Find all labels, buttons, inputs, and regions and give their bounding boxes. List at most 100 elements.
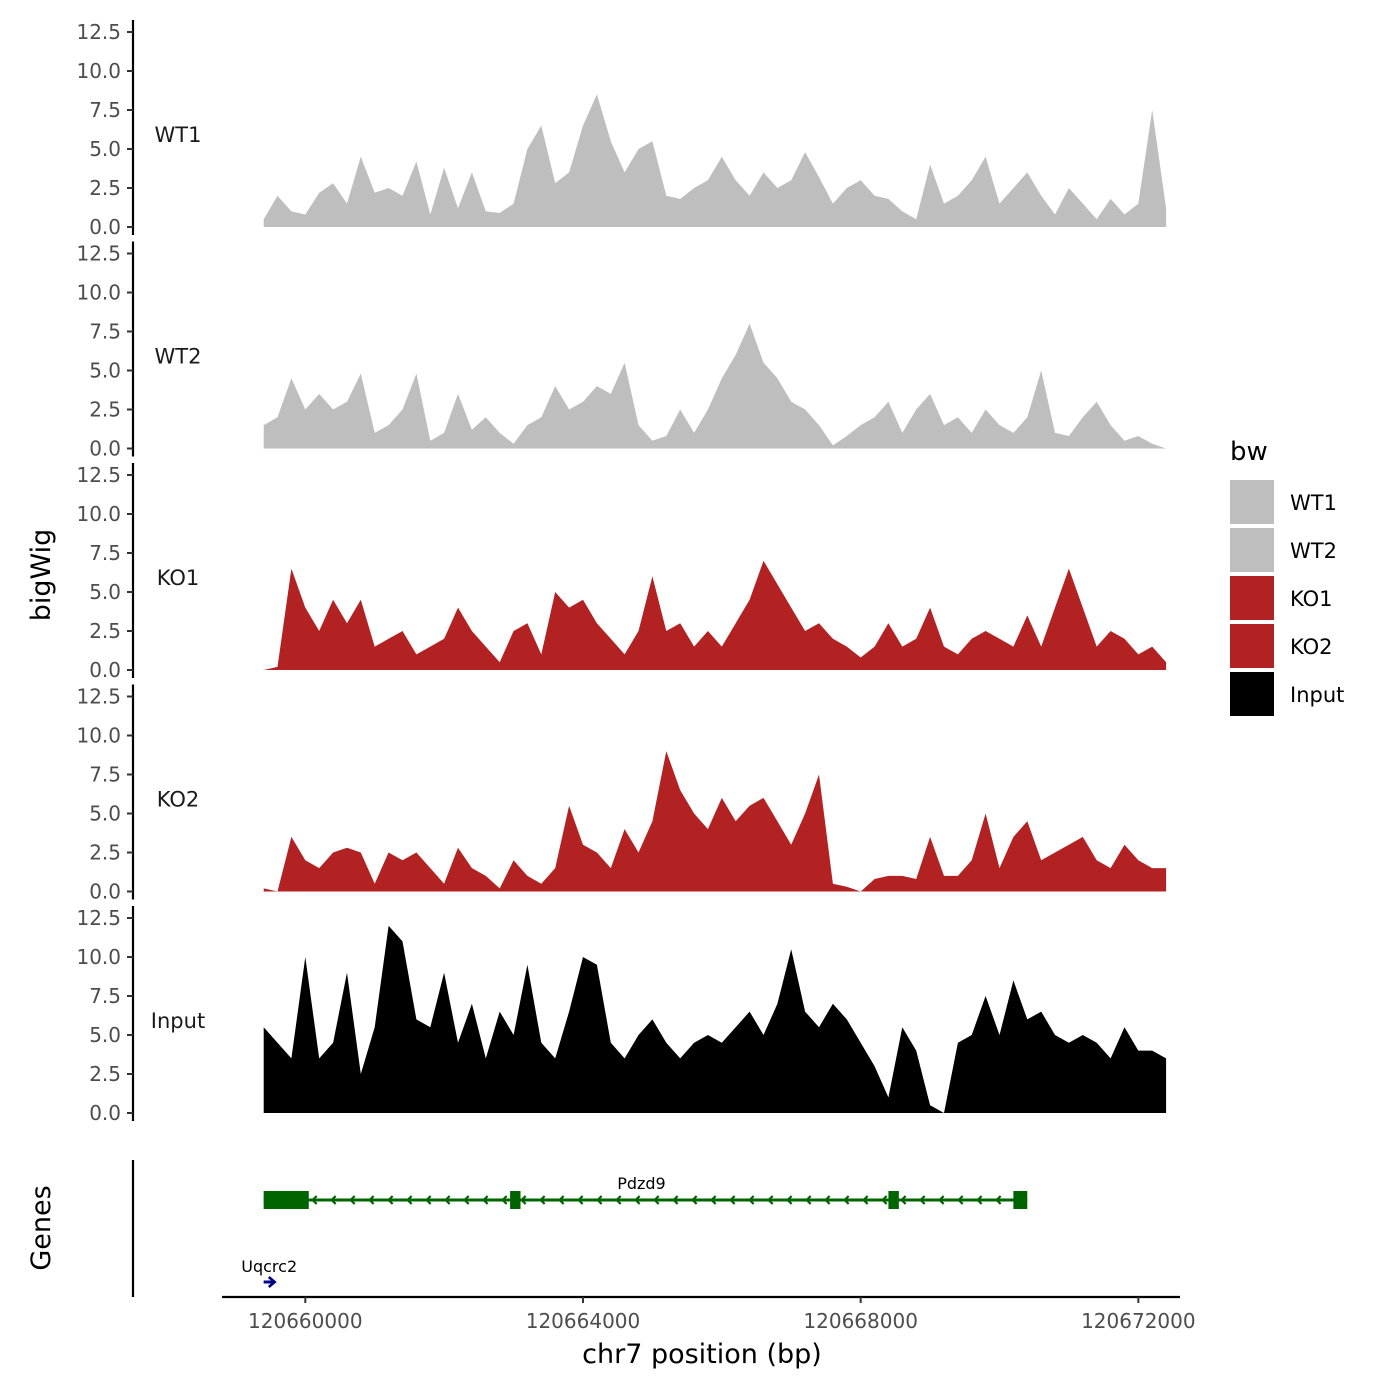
x-tick-label: 120660000 (248, 1309, 363, 1333)
y-tick-label-wt1: 7.5 (89, 98, 121, 122)
legend-key-wt2 (1230, 528, 1274, 572)
area-wt1 (263, 94, 1167, 228)
y-tick-label-input: 12.5 (76, 906, 121, 930)
strand-chevron (824, 1195, 831, 1205)
y-tick-label-ko1: 12.5 (76, 463, 121, 487)
strand-chevron (311, 1195, 318, 1205)
y-tick-label-ko2: 12.5 (76, 685, 121, 709)
y-tick-label-input: 0.0 (89, 1101, 121, 1125)
y-tick-label-input: 5.0 (89, 1023, 121, 1047)
strand-chevron (957, 1195, 964, 1205)
legend-key-wt1 (1230, 480, 1274, 524)
legend-item-wt2: WT2 (1230, 528, 1337, 572)
strand-chevron (520, 1195, 527, 1205)
y-tick-label-ko1: 10.0 (76, 502, 121, 526)
exon-block (263, 1191, 309, 1209)
strand-chevron (653, 1195, 660, 1205)
legend-label-wt1: WT1 (1290, 491, 1337, 515)
strand-chevron (615, 1195, 622, 1205)
track-wt1: 0.0 2.5 5.0 7.5 10.0 12.5 WT1 (76, 20, 1167, 239)
track-label-ko2: KO2 (157, 788, 200, 812)
y-tick-label-ko1: 0.0 (89, 658, 121, 682)
legend-label-wt2: WT2 (1290, 539, 1337, 563)
legend-item-input: Input (1230, 672, 1344, 716)
legend: WT1 WT2 KO1 KO2 Input (1230, 480, 1344, 716)
strand-chevron (767, 1195, 774, 1205)
y-tick-label-input: 7.5 (89, 984, 121, 1008)
x-tick-label: 120668000 (803, 1309, 918, 1333)
y-tick-label-ko2: 0.0 (89, 880, 121, 904)
strand-chevron (881, 1195, 888, 1205)
strand-chevron (729, 1195, 736, 1205)
area-input (263, 925, 1167, 1113)
genes-panel: Pdzd9 Uqcrc2 (131, 1160, 1028, 1297)
y-tick-label-wt2: 7.5 (89, 320, 121, 344)
strand-chevron (444, 1195, 451, 1205)
strand-chevron (900, 1195, 907, 1205)
y-tick-label-ko1: 7.5 (89, 541, 121, 565)
strand-chevron (558, 1195, 565, 1205)
area-ko1 (263, 560, 1167, 670)
strand-chevron (843, 1195, 850, 1205)
legend-key-ko1 (1230, 576, 1274, 620)
y-tick-label-wt2: 0.0 (89, 437, 121, 461)
strand-chevron (425, 1195, 432, 1205)
strand-chevron (539, 1195, 546, 1205)
strand-chevron (805, 1195, 812, 1205)
area-wt2 (263, 323, 1167, 449)
strand-chevron (748, 1195, 755, 1205)
gene-label-pdzd9: Pdzd9 (617, 1174, 666, 1193)
x-tick-label: 120664000 (526, 1309, 641, 1333)
x-axis: 120660000 120664000 120668000 120672000 (222, 1295, 1196, 1333)
y-tick-label-wt1: 10.0 (76, 59, 121, 83)
strand-chevron (330, 1195, 337, 1205)
gene-label-uqcrc2: Uqcrc2 (241, 1257, 297, 1276)
track-label-ko1: KO1 (157, 566, 200, 590)
legend-label-ko1: KO1 (1290, 587, 1333, 611)
strand-chevron (862, 1195, 869, 1205)
strand-chevron (387, 1195, 394, 1205)
strand-chevron (634, 1195, 641, 1205)
track-ko2: 0.0 2.5 5.0 7.5 10.0 12.5 KO2 (76, 684, 1167, 904)
y-axis-title: bigWig (26, 529, 57, 622)
strand-chevron (938, 1195, 945, 1205)
y-tick-label-ko1: 5.0 (89, 580, 121, 604)
exon-block (888, 1191, 899, 1209)
x-axis-title: chr7 position (bp) (582, 1339, 822, 1370)
strand-chevron (786, 1195, 793, 1205)
x-tick-label: 120672000 (1081, 1309, 1196, 1333)
strand-chevron (710, 1195, 717, 1205)
gene-pdzd9: Pdzd9 (263, 1174, 1028, 1209)
strand-chevron (482, 1195, 489, 1205)
track-ko1: 0.0 2.5 5.0 7.5 10.0 12.5 KO1 (76, 463, 1167, 682)
track-label-wt2: WT2 (155, 345, 202, 369)
y-tick-label-wt2: 5.0 (89, 359, 121, 383)
legend-label-input: Input (1290, 683, 1344, 707)
y-tick-label-input: 2.5 (89, 1062, 121, 1086)
track-input: 0.0 2.5 5.0 7.5 10.0 12.5 Input (76, 906, 1167, 1125)
track-wt2: 0.0 2.5 5.0 7.5 10.0 12.5 WT2 (76, 241, 1167, 461)
y-tick-label-wt2: 2.5 (89, 398, 121, 422)
exon-block (1013, 1191, 1028, 1209)
legend-item-ko1: KO1 (1230, 576, 1333, 620)
strand-chevron (995, 1195, 1002, 1205)
strand-chevron (501, 1195, 508, 1205)
gene-arrow-icon (267, 1276, 277, 1288)
y-tick-label-wt1: 2.5 (89, 176, 121, 200)
strand-chevron (672, 1195, 679, 1205)
strand-chevron (463, 1195, 470, 1205)
gene-uqcrc2: Uqcrc2 (241, 1257, 297, 1288)
y-tick-label-ko2: 2.5 (89, 841, 121, 865)
legend-key-input (1230, 672, 1274, 716)
strand-chevron (919, 1195, 926, 1205)
track-label-input: Input (151, 1009, 205, 1033)
legend-item-wt1: WT1 (1230, 480, 1337, 524)
legend-key-ko2 (1230, 624, 1274, 668)
y-tick-label-ko2: 7.5 (89, 763, 121, 787)
y-tick-label-wt2: 10.0 (76, 281, 121, 305)
strand-chevron (976, 1195, 983, 1205)
strand-chevron (691, 1195, 698, 1205)
legend-title: bw (1230, 437, 1268, 467)
y-tick-label-wt1: 5.0 (89, 137, 121, 161)
